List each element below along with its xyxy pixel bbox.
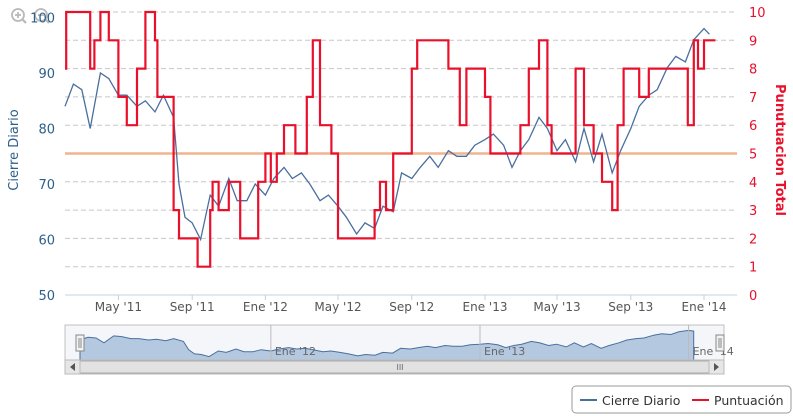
right-tick-label: 10 <box>749 6 766 21</box>
legend-label-close: Cierre Diario <box>602 393 680 408</box>
scrollbar[interactable]: III <box>64 359 725 375</box>
navigator-tick-label: Ene '13 <box>484 345 525 358</box>
right-tick-label: 0 <box>749 289 757 304</box>
left-tick-label: 50 <box>38 289 55 304</box>
scrollbar-grip: III <box>396 363 403 372</box>
x-tick-label: Sep '12 <box>389 300 434 314</box>
scroll-left-button[interactable] <box>64 359 81 375</box>
x-tick-label: Ene '13 <box>463 300 508 314</box>
x-tick-label: May '13 <box>533 300 580 314</box>
right-tick-label: 3 <box>749 204 757 219</box>
x-tick-label: Ene '14 <box>682 300 727 314</box>
right-tick-label: 8 <box>749 63 757 78</box>
navigator-handle-right[interactable] <box>715 334 725 352</box>
handle-box <box>75 334 85 352</box>
left-tick-label: 90 <box>38 67 55 82</box>
scroll-right-button[interactable] <box>708 359 725 375</box>
right-axis-ticks: 0 1 2 3 4 5 6 7 8 9 10 <box>749 6 766 304</box>
x-tick-label: Sep '13 <box>608 300 653 314</box>
right-tick-label: 7 <box>749 91 757 106</box>
left-axis-ticks: 50 60 70 80 90 100 <box>30 12 55 304</box>
legend: Cierre Diario Puntuación <box>571 385 792 414</box>
handle-box <box>715 334 725 352</box>
left-axis-title: Cierre Diario <box>7 109 22 191</box>
left-tick-label: 60 <box>38 234 55 249</box>
navigator-series <box>79 329 695 361</box>
x-axis-ticks: May '11 Sep '11 Ene '12 May '12 Sep '12 Ene '… <box>95 295 727 314</box>
right-axis-title: Punutuacion Total <box>772 84 787 216</box>
right-tick-label: 4 <box>749 176 757 191</box>
navigator-handle-left[interactable] <box>75 334 85 352</box>
navigator-tick-label: Ene '14 <box>693 345 734 358</box>
x-tick-label: Ene '12 <box>243 300 288 314</box>
zoom-out-icon[interactable] <box>34 8 50 24</box>
right-tick-label: 1 <box>749 261 757 276</box>
left-tick-label: 80 <box>38 123 55 138</box>
navigator-tick-label: Ene '12 <box>275 345 316 358</box>
plot-area <box>64 10 737 268</box>
legend-label-score: Puntuación <box>714 393 784 408</box>
right-tick-label: 9 <box>749 34 757 49</box>
legend-item-close[interactable]: Cierre Diario <box>580 393 680 408</box>
left-tick-label: 70 <box>38 178 55 193</box>
right-tick-label: 6 <box>749 119 757 134</box>
right-tick-label: 2 <box>749 232 757 247</box>
x-tick-label: May '12 <box>314 300 361 314</box>
left-tick-label: 100 <box>30 12 55 27</box>
x-tick-label: Sep '11 <box>170 300 215 314</box>
zoom-in-icon[interactable] <box>11 8 27 24</box>
right-tick-label: 5 <box>749 148 757 163</box>
navigator[interactable]: Ene '12 Ene '13 Ene '14 <box>64 324 734 361</box>
x-tick-label: May '11 <box>95 300 142 314</box>
series-line-score <box>65 10 716 268</box>
legend-item-score[interactable]: Puntuación <box>692 393 784 408</box>
